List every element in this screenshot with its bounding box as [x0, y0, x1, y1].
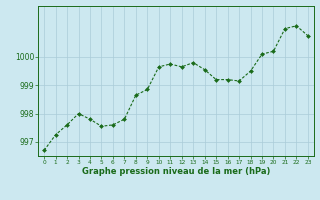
X-axis label: Graphe pression niveau de la mer (hPa): Graphe pression niveau de la mer (hPa): [82, 167, 270, 176]
